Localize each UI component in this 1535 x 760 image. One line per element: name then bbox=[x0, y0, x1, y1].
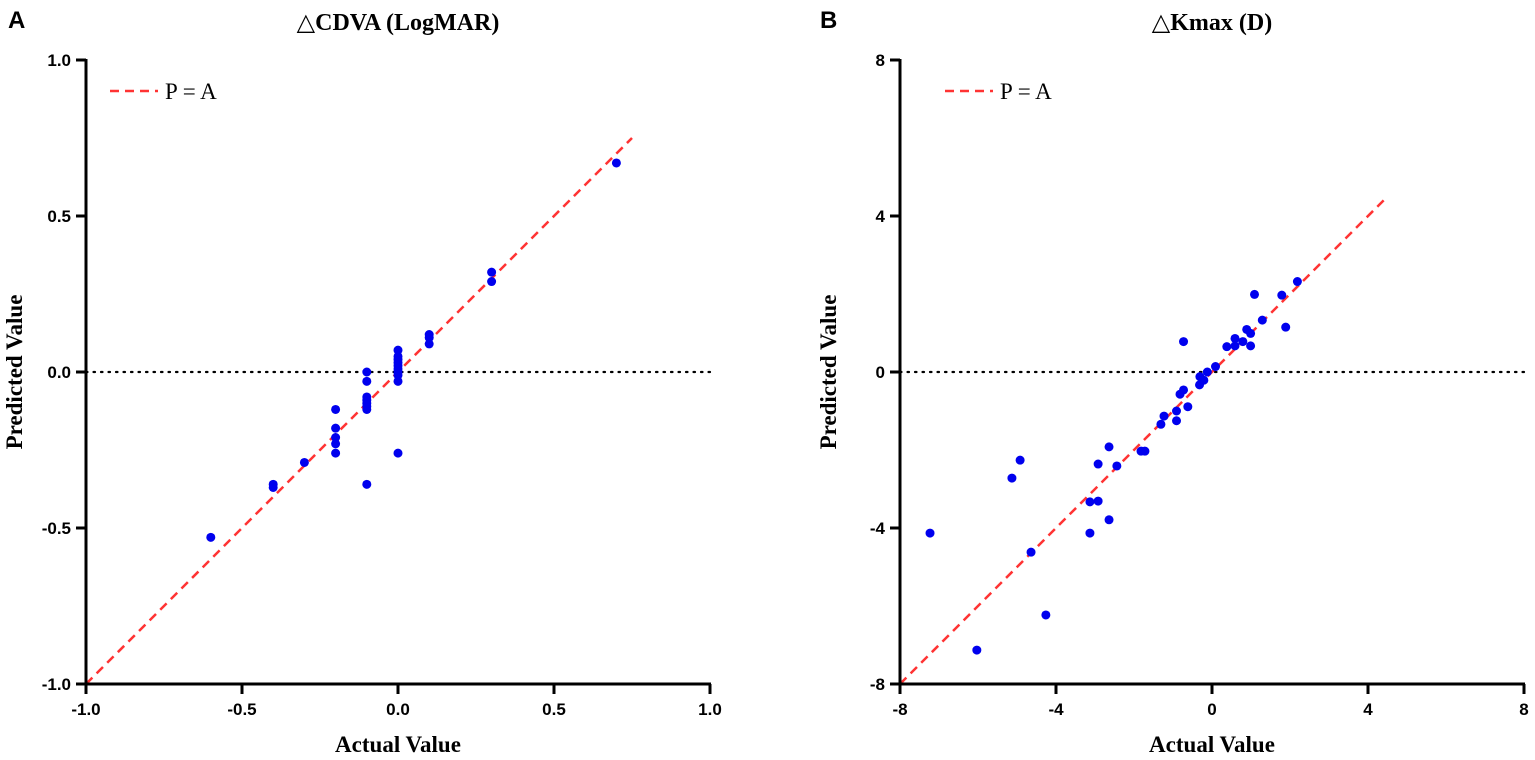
data-point bbox=[1202, 367, 1212, 377]
data-point bbox=[1172, 416, 1182, 426]
data-point bbox=[362, 367, 372, 377]
x-axis-title: Actual Value bbox=[335, 732, 461, 757]
data-point bbox=[1183, 402, 1193, 412]
y-axis-title: Predicted Value bbox=[2, 295, 27, 450]
legend-label: P = A bbox=[165, 79, 217, 104]
data-point bbox=[1230, 333, 1240, 343]
data-point bbox=[1250, 289, 1260, 299]
data-point bbox=[1277, 290, 1287, 300]
x-tick-label: 4 bbox=[1363, 700, 1373, 719]
data-point bbox=[424, 333, 434, 343]
x-tick-label: -8 bbox=[892, 700, 907, 719]
x-tick-label: 8 bbox=[1519, 700, 1528, 719]
y-tick-label: 1.0 bbox=[47, 51, 71, 70]
data-point bbox=[206, 532, 216, 542]
data-point bbox=[1156, 419, 1166, 429]
data-point bbox=[362, 479, 372, 489]
y-tick-label: 8 bbox=[876, 51, 885, 70]
x-tick-label: -1.0 bbox=[71, 700, 100, 719]
x-tick-label: 0.0 bbox=[386, 700, 410, 719]
data-point bbox=[1112, 461, 1122, 471]
legend: P = A bbox=[110, 79, 217, 104]
x-tick-label: 0 bbox=[1207, 700, 1216, 719]
data-point bbox=[1230, 341, 1240, 351]
data-point bbox=[1140, 446, 1150, 456]
data-point bbox=[611, 158, 621, 168]
chart-title: △CDVA (LogMAR) bbox=[297, 10, 500, 36]
y-tick-label: 0 bbox=[876, 363, 885, 382]
data-point bbox=[972, 645, 982, 655]
data-point bbox=[1172, 406, 1182, 416]
y-tick-label: -8 bbox=[870, 675, 885, 694]
data-point bbox=[1015, 455, 1025, 465]
data-point bbox=[424, 339, 434, 349]
data-point bbox=[1281, 322, 1291, 332]
chart-title: △Kmax (D) bbox=[1152, 10, 1272, 36]
data-point bbox=[299, 457, 309, 467]
data-point bbox=[487, 277, 497, 287]
data-point bbox=[393, 370, 403, 380]
y-tick-label: -0.5 bbox=[42, 519, 71, 538]
y-tick-label: 0.0 bbox=[47, 363, 71, 382]
data-point bbox=[1085, 528, 1095, 538]
data-point bbox=[331, 423, 341, 433]
data-point bbox=[1026, 547, 1036, 557]
identity-line bbox=[899, 195, 1389, 685]
y-tick-label: -4 bbox=[870, 519, 886, 538]
x-tick-label: 0.5 bbox=[542, 700, 566, 719]
data-point bbox=[1246, 328, 1256, 338]
data-point bbox=[1104, 515, 1114, 525]
chart-panel-b: B △Kmax (D) -8 -4 0 4 8 -8 -4 0 4 8 Actual Value Pred… bbox=[816, 7, 1529, 757]
data-point bbox=[487, 267, 497, 277]
data-point bbox=[1007, 473, 1017, 483]
data-point bbox=[1093, 459, 1103, 469]
data-point bbox=[362, 404, 372, 414]
data-point bbox=[362, 376, 372, 386]
data-point bbox=[1257, 315, 1267, 325]
data-point bbox=[1292, 277, 1302, 287]
y-tick-label: -1.0 bbox=[42, 675, 71, 694]
x-tick-label: -4 bbox=[1048, 700, 1064, 719]
legend-label: P = A bbox=[1000, 79, 1052, 104]
identity-line bbox=[85, 137, 633, 685]
panel-label: B bbox=[820, 7, 837, 34]
data-point bbox=[331, 433, 341, 443]
data-point bbox=[1041, 610, 1051, 620]
data-point bbox=[1159, 411, 1169, 421]
data-point bbox=[393, 345, 403, 355]
data-point bbox=[331, 404, 341, 414]
data-point bbox=[331, 439, 341, 449]
y-tick-label: 0.5 bbox=[47, 207, 71, 226]
data-point bbox=[1085, 497, 1095, 507]
data-point bbox=[1179, 385, 1189, 395]
legend: P = A bbox=[945, 79, 1052, 104]
data-point bbox=[1093, 496, 1103, 506]
data-point bbox=[1199, 375, 1209, 385]
y-tick-label: 4 bbox=[876, 207, 886, 226]
data-point bbox=[1238, 337, 1248, 347]
chart-panel-a: A △CDVA (LogMAR) -1.0 -0.5 0.0 0.5 1.0 -1.0 -0.5… bbox=[2, 7, 722, 757]
data-point bbox=[925, 528, 935, 538]
data-point bbox=[268, 482, 278, 492]
data-point bbox=[393, 376, 403, 386]
data-point bbox=[331, 448, 341, 458]
data-point bbox=[1211, 362, 1221, 372]
data-point bbox=[1222, 342, 1232, 352]
x-tick-label: -0.5 bbox=[227, 700, 256, 719]
x-axis-title: Actual Value bbox=[1149, 732, 1275, 757]
data-point bbox=[1104, 442, 1114, 452]
data-point bbox=[1179, 337, 1189, 347]
data-point bbox=[393, 448, 403, 458]
y-axis-title: Predicted Value bbox=[816, 295, 841, 450]
data-point bbox=[1246, 341, 1256, 351]
panel-label: A bbox=[8, 7, 25, 34]
x-tick-label: 1.0 bbox=[698, 700, 722, 719]
